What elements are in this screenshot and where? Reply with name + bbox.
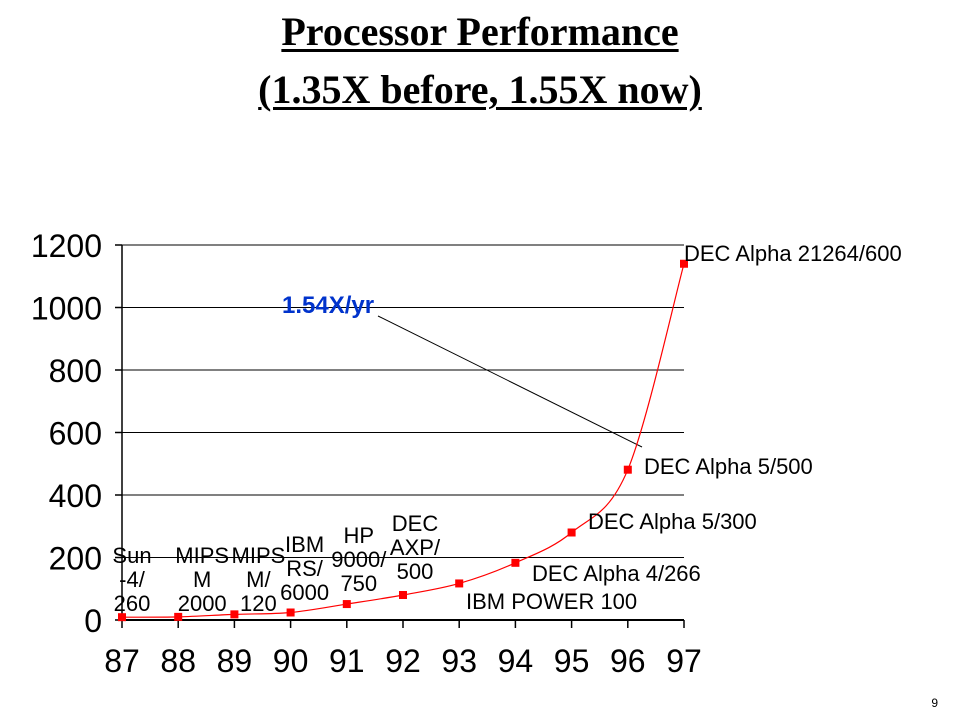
point-label-87-line-3: 260 xyxy=(114,591,151,616)
data-point-87 xyxy=(118,613,126,622)
x-tick-label-94: 94 xyxy=(498,643,534,679)
point-label-91-line-1: HP xyxy=(344,523,375,548)
point-label-87-line-2: -4/ xyxy=(119,567,146,592)
x-tick-label-87: 87 xyxy=(104,643,140,679)
point-label-89-line-1: MIPS xyxy=(232,543,286,568)
point-label-94-line-1: DEC Alpha 4/266 xyxy=(532,561,701,586)
data-point-89 xyxy=(230,610,239,619)
x-tick-label-89: 89 xyxy=(217,643,253,679)
x-tick-label-95: 95 xyxy=(554,643,590,679)
point-label-88-line-1: MIPS xyxy=(175,543,229,568)
point-label-89-line-3: 120 xyxy=(240,591,277,616)
point-label-90-line-3: 6000 xyxy=(280,580,329,605)
data-point-96 xyxy=(623,465,632,474)
point-label-95-line-1: DEC Alpha 5/300 xyxy=(588,509,757,534)
data-point-94 xyxy=(511,558,520,567)
y-tick-label-0: 0 xyxy=(84,603,102,639)
point-label-92-line-1: DEC xyxy=(392,511,439,536)
x-tick-label-90: 90 xyxy=(273,643,309,679)
point-label-93-line-1: IBM POWER 100 xyxy=(466,589,637,614)
y-tick-label-600: 600 xyxy=(49,416,102,452)
annotation-leader-line xyxy=(377,315,643,448)
point-label-91-line-2: 9000/ xyxy=(331,547,387,572)
point-label-91-line-3: 750 xyxy=(340,571,377,596)
y-tick-label-800: 800 xyxy=(49,353,102,389)
x-tick-label-88: 88 xyxy=(160,643,196,679)
point-label-92-line-2: AXP/ xyxy=(390,535,441,560)
y-tick-label-1200: 1200 xyxy=(31,228,102,264)
data-point-91 xyxy=(342,600,351,609)
x-tick-label-92: 92 xyxy=(385,643,421,679)
grid-lines xyxy=(122,244,684,558)
point-label-88-line-2: M xyxy=(193,567,211,592)
x-tick-label-96: 96 xyxy=(610,643,646,679)
point-label-96-line-1: DEC Alpha 5/500 xyxy=(644,454,813,479)
y-tick-label-1000: 1000 xyxy=(31,291,102,327)
y-tick-labels: 0 200 400 600 800 1000 1200 xyxy=(31,228,102,639)
x-tick-label-97: 97 xyxy=(666,643,702,679)
slide-title: Processor Performance xyxy=(281,9,679,54)
data-point-90 xyxy=(286,608,295,617)
data-point-93 xyxy=(455,579,464,588)
series xyxy=(118,259,688,622)
slide-subtitle: (1.35X before, 1.55X now) xyxy=(258,67,702,112)
point-labels: Sun-4/260MIPSM2000MIPSM/120IBMRS/6000HP9… xyxy=(112,241,901,616)
data-point-88 xyxy=(174,612,183,621)
point-label-89-line-2: M/ xyxy=(246,567,271,592)
x-tick-labels: 87 88 89 90 91 92 93 94 95 96 97 xyxy=(104,643,702,679)
x-tick-label-93: 93 xyxy=(441,643,477,679)
data-point-92 xyxy=(399,591,407,599)
data-point-97 xyxy=(680,259,688,268)
point-label-90-line-1: IBM xyxy=(285,532,324,557)
annotation-label: 1.54X/yr xyxy=(282,292,374,319)
x-tick-label-91: 91 xyxy=(329,643,365,679)
y-tick-label-400: 400 xyxy=(49,478,102,514)
annotation: 1.54X/yr xyxy=(282,292,643,448)
series-line xyxy=(121,263,685,618)
y-tick-label-200: 200 xyxy=(49,541,102,577)
point-label-97-line-1: DEC Alpha 21264/600 xyxy=(684,241,902,266)
point-label-87-line-1: Sun xyxy=(112,543,151,568)
data-point-95 xyxy=(567,528,576,537)
page-number: 9 xyxy=(931,696,938,710)
point-label-92-line-3: 500 xyxy=(397,559,434,584)
point-label-90-line-2: RS/ xyxy=(286,556,324,581)
point-label-88-line-3: 2000 xyxy=(178,591,227,616)
